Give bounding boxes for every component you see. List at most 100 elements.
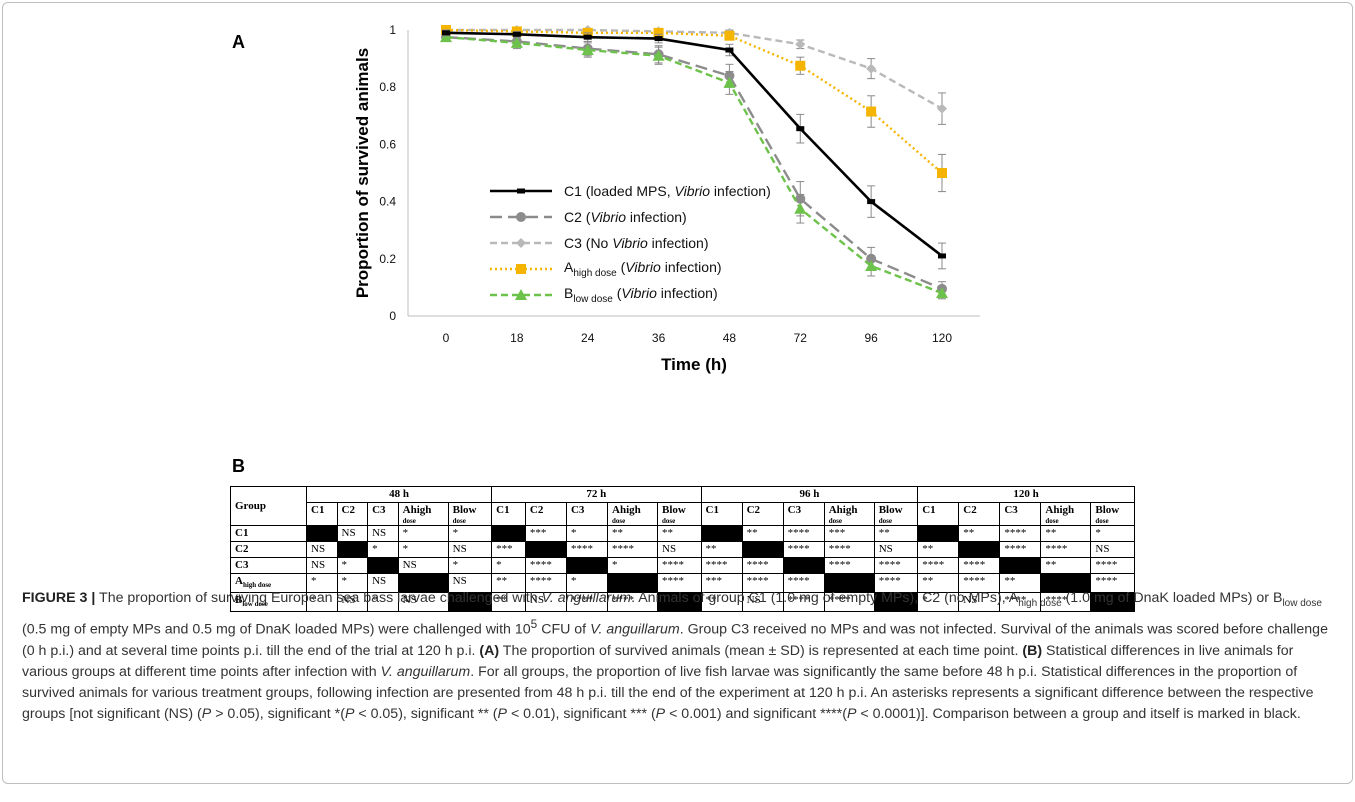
data-point <box>936 287 948 299</box>
data-point <box>442 30 450 36</box>
legend-label: Blow dose (Vibrio infection) <box>564 285 718 305</box>
table-cell: * <box>447 557 493 574</box>
row-label: Ahigh dose <box>230 572 307 594</box>
subheader-small <box>496 517 521 525</box>
table-cell: **** <box>1040 592 1092 613</box>
group-subheader: C1 <box>306 502 338 526</box>
data-point <box>440 31 452 43</box>
legend-label-italic: Vibrio <box>621 285 657 302</box>
legend-label-part: ( <box>616 259 626 276</box>
x-tick-label: 96 <box>864 331 878 345</box>
y-axis-title: Proportion of survived animals <box>353 48 372 298</box>
subheader-small: dose <box>1045 517 1059 525</box>
table-cell: * <box>565 525 609 542</box>
legend-swatch <box>490 188 552 194</box>
group-subheader: Ahigh dose <box>1040 502 1092 526</box>
series-line <box>445 28 943 174</box>
table-cell: **** <box>657 557 702 574</box>
legend-label-part: B <box>564 285 574 302</box>
caption-text: 5 <box>530 616 538 631</box>
table-cell <box>524 541 567 558</box>
table-cell: NS <box>657 541 702 558</box>
legend-label-sub: low dose <box>573 293 613 305</box>
table-cell <box>823 572 875 594</box>
table-cell: ** <box>741 525 784 542</box>
table-row: Blow dose * NS * NS ** NS **** **** ** NS **** **** *… <box>230 592 1135 613</box>
table-cell: NS <box>306 541 338 558</box>
legend-label-part: A <box>564 259 574 276</box>
y-tick-label: 0.6 <box>379 137 396 151</box>
subheader-small: dose <box>612 517 626 525</box>
subheader-label: Ahigh <box>402 504 432 516</box>
caption-text: > 0.05), significant *( <box>211 705 345 722</box>
table-cell: ** <box>491 592 526 613</box>
caption-text: Statistical differences in live animals … <box>22 642 1294 680</box>
subheader-label: C1 <box>496 504 510 516</box>
subheader-label: C2 <box>746 504 761 516</box>
subheader-label: C1 <box>311 504 325 516</box>
caption-text: . Animals of group C1 (1.0 mg of empty M… <box>631 590 1019 606</box>
legend-marker <box>516 238 526 248</box>
data-point <box>583 34 592 40</box>
x-tick-label: 24 <box>581 331 595 345</box>
series-line <box>445 31 943 257</box>
table-cell <box>958 541 1001 558</box>
y-tick-label: 0.2 <box>379 252 396 266</box>
legend-label-part: infection) <box>660 259 722 276</box>
time-header: 48 h <box>305 486 493 503</box>
legend-item: Ahigh dose (Vibrio infection) <box>488 256 818 282</box>
row-label: C3 <box>230 557 307 574</box>
caption-text: P <box>846 705 857 722</box>
caption-text: The proportion of survived animals (mean… <box>499 642 1023 659</box>
row-label-main: C3 <box>235 559 249 571</box>
legend-label-italic: Vibrio <box>612 235 648 251</box>
caption-text: (1.0 mg of DnaK loaded MPs) or B <box>1061 590 1283 606</box>
table-cell <box>607 572 659 594</box>
legend-swatch <box>490 264 552 274</box>
series-line <box>445 35 943 290</box>
table-cell <box>565 557 609 574</box>
table-cell: NS <box>1090 541 1135 558</box>
data-point <box>723 76 736 88</box>
group-subheader: C2 <box>958 502 1001 526</box>
table-cell: NS <box>397 557 449 574</box>
data-point <box>725 47 734 53</box>
table-cell: *** <box>491 541 526 558</box>
y-tick-label: 0 <box>389 309 396 323</box>
data-point <box>512 31 521 37</box>
time-header: 72 h <box>491 486 702 503</box>
figure-caption: FIGURE 3 | The proportion of surviving E… <box>22 588 1338 725</box>
table-cell <box>491 525 526 542</box>
table-cell: **** <box>782 592 825 613</box>
group-subheader: C1 <box>700 502 743 526</box>
table-cell: NS <box>336 525 369 542</box>
legend-label: Ahigh dose (Vibrio infection) <box>564 259 722 279</box>
subheader-small <box>311 517 333 525</box>
table-cell: * <box>491 557 526 574</box>
subheader-label: C2 <box>529 504 544 516</box>
group-subheader: C1 <box>491 502 526 526</box>
caption-label: FIGURE 3 | <box>22 590 96 606</box>
legend-item: C1 (loaded MPS, Vibrio infection) <box>488 178 818 204</box>
subheader-label: C1 <box>922 504 936 516</box>
caption-text: < 0.0001)]. Comparison between a group a… <box>856 705 1301 722</box>
data-point <box>510 36 523 48</box>
subheader-small <box>963 517 995 525</box>
x-tick-label: 36 <box>652 331 666 345</box>
table-cell: **** <box>999 525 1042 542</box>
group-subheader: C3 <box>782 502 825 526</box>
group-subheader: C3 <box>565 502 609 526</box>
panel-b-label: B <box>232 456 245 476</box>
table-cell: NS <box>397 592 449 613</box>
group-subheader: C2 <box>524 502 567 526</box>
caption-text: < 0.05), significant ** ( <box>354 705 498 722</box>
legend-label-part: ( <box>612 285 622 302</box>
data-point <box>652 49 665 61</box>
table-cell: NS <box>306 557 338 574</box>
table-cell: **** <box>607 592 659 613</box>
table-cell <box>873 592 919 613</box>
table-cell <box>336 541 369 558</box>
table-cell: * <box>367 541 399 558</box>
group-subheader: Blow dose <box>447 502 493 526</box>
table-cell: **** <box>823 541 875 558</box>
